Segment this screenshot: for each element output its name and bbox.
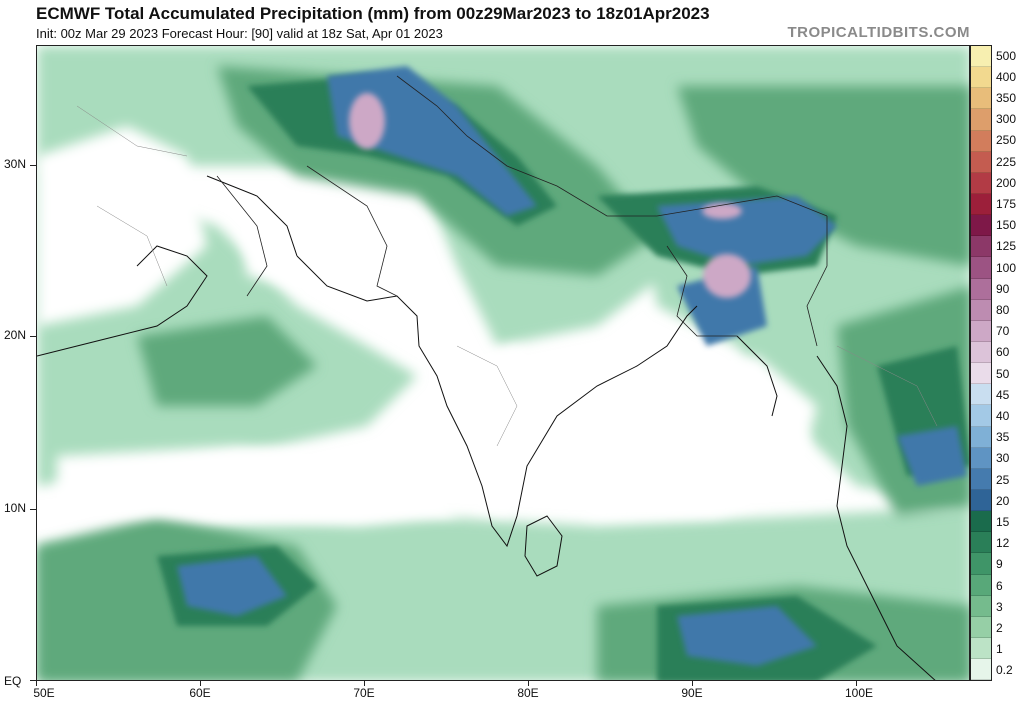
- colorbar-segment: [971, 257, 991, 279]
- colorbar: [970, 45, 992, 681]
- y-label-10n: 10N: [4, 501, 27, 515]
- colorbar-label: 350: [996, 91, 1017, 105]
- colorbar-segment: [971, 532, 991, 554]
- country-borders: [216, 75, 828, 347]
- colorbar-label: 40: [996, 409, 1010, 423]
- colorbar-segment: [971, 384, 991, 406]
- map-subtitle: Init: 00z Mar 29 2023 Forecast Hour: [90…: [36, 26, 443, 41]
- colorbar-label: 400: [996, 69, 1017, 84]
- colorbar-segment: [971, 659, 991, 681]
- coastlines: [37, 175, 936, 680]
- colorbar-label: 175: [996, 197, 1017, 211]
- y-label-20n: 20N: [4, 328, 27, 342]
- x-tick-80e: [528, 681, 529, 686]
- site-watermark: TROPICALTIDBITS.COM: [787, 24, 970, 41]
- colorbar-label: 150: [996, 218, 1017, 233]
- colorbar-label: 125: [996, 239, 1017, 254]
- colorbar-label: 100: [996, 260, 1017, 275]
- colorbar-segment: [971, 236, 991, 258]
- x-label-60e: 60E: [189, 686, 211, 700]
- colorbar-segment: [971, 151, 991, 173]
- colorbar-segment: [971, 595, 991, 617]
- y-label-30n: 30N: [4, 157, 27, 171]
- colorbar-label: 20: [996, 493, 1010, 508]
- y-tick-eq: [30, 680, 36, 681]
- x-tick-60e: [200, 681, 201, 686]
- y-tick-30n: [30, 165, 36, 166]
- colorbar-label: 50: [996, 366, 1010, 381]
- colorbar-segment: [971, 468, 991, 490]
- colorbar-segment: [971, 299, 991, 321]
- colorbar-segment: [971, 616, 991, 638]
- colorbar-label: 15: [996, 515, 1010, 529]
- colorbar-segment: [971, 511, 991, 533]
- colorbar-label: 25: [996, 472, 1010, 487]
- admin-borders: [76, 105, 938, 447]
- colorbar-label: 300: [996, 112, 1017, 127]
- colorbar-label: 1: [996, 642, 1003, 657]
- colorbar-segment: [971, 447, 991, 469]
- colorbar-label: 9: [996, 557, 1003, 572]
- colorbar-label: 35: [996, 430, 1010, 445]
- colorbar-label: 200: [996, 175, 1017, 190]
- colorbar-label: 30: [996, 451, 1010, 466]
- colorbar-segment: [971, 341, 991, 364]
- colorbar-segment: [971, 553, 991, 575]
- colorbar-segment: [971, 637, 991, 660]
- colorbar-segment: [971, 320, 991, 342]
- colorbar-segment: [971, 426, 991, 448]
- x-label-100e: 100E: [844, 686, 874, 700]
- y-label-eq: EQ: [4, 674, 22, 688]
- colorbar-label: 60: [996, 345, 1010, 360]
- x-tick-100e: [856, 681, 857, 686]
- colorbar-segment: [971, 215, 991, 237]
- colorbar-label: 250: [996, 133, 1017, 148]
- x-tick-90e: [692, 681, 693, 686]
- colorbar-segment: [971, 405, 991, 427]
- colorbar-segment: [971, 67, 991, 89]
- colorbar-segment: [971, 88, 991, 110]
- x-label-70e: 70E: [353, 686, 375, 700]
- colorbar-segment: [971, 278, 991, 300]
- colorbar-segment: [971, 574, 991, 596]
- colorbar-label: 45: [996, 387, 1010, 402]
- colorbar-segment: [971, 363, 991, 385]
- dry-area: [37, 126, 817, 526]
- colorbar-labels: 500 400 350 300 250 225 200 175 150 125 100 90 80 70 6…: [994, 45, 1024, 681]
- x-label-80e: 80E: [517, 686, 539, 700]
- colorbar-segment: [971, 46, 991, 68]
- colorbar-segment: [971, 109, 991, 131]
- colorbar-label: 0.2: [996, 663, 1013, 678]
- colorbar-label: 90: [996, 281, 1010, 296]
- colorbar-label: 225: [996, 154, 1017, 169]
- x-tick-50e: [36, 681, 37, 686]
- y-tick-20n: [30, 336, 36, 337]
- colorbar-label: 500: [996, 48, 1017, 63]
- colorbar-segment: [971, 489, 991, 512]
- colorbar-label: 3: [996, 599, 1003, 614]
- x-label-90e: 90E: [681, 686, 703, 700]
- y-tick-10n: [30, 509, 36, 510]
- precipitation-map: [36, 45, 970, 681]
- colorbar-segment: [971, 193, 991, 216]
- x-label-50e: 50E: [33, 686, 55, 700]
- colorbar-label: 70: [996, 324, 1010, 339]
- colorbar-label: 6: [996, 578, 1003, 593]
- colorbar-label: 80: [996, 303, 1010, 317]
- colorbar-segment: [971, 172, 991, 194]
- map-title: ECMWF Total Accumulated Precipitation (m…: [36, 4, 710, 23]
- x-tick-70e: [364, 681, 365, 686]
- colorbar-label: 2: [996, 621, 1003, 635]
- colorbar-label: 12: [996, 536, 1010, 551]
- colorbar-segment: [971, 130, 991, 152]
